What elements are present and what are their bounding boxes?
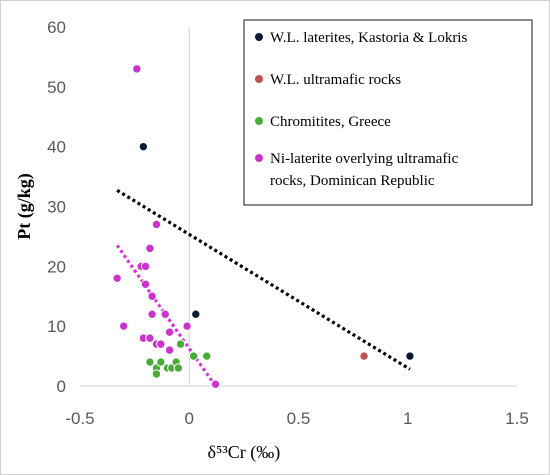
data-point	[140, 261, 151, 272]
y-axis-title: Pt (g/kg)	[14, 173, 35, 240]
series-1	[138, 141, 415, 361]
data-points	[112, 64, 415, 389]
data-point	[132, 64, 142, 74]
legend-marker	[254, 74, 264, 84]
data-point	[138, 141, 149, 152]
series-3	[145, 339, 212, 379]
x-axis-title: δ⁵³Cr (‰)	[208, 442, 281, 463]
legend-marker	[254, 116, 264, 126]
data-point	[173, 363, 184, 373]
data-point	[119, 321, 129, 331]
legend-label: Chromitites, Greece	[270, 114, 391, 130]
y-tick-label: 20	[47, 257, 66, 276]
data-point	[156, 357, 166, 367]
data-point	[182, 321, 192, 331]
data-point	[405, 351, 415, 361]
data-point	[151, 219, 162, 230]
legend-label: W.L. laterites, Kastoria & Lokris	[270, 30, 467, 46]
data-point	[112, 273, 122, 283]
x-tick-label: -0.5	[65, 409, 94, 428]
y-tick-label: 10	[47, 317, 66, 336]
data-point	[359, 351, 369, 361]
legend-marker	[254, 32, 264, 42]
legend: W.L. laterites, Kastoria & Lokris W.L. ul…	[243, 19, 533, 206]
data-point	[145, 333, 155, 343]
data-point	[156, 339, 166, 349]
legend-marker	[254, 153, 264, 163]
x-tick-label: 1.5	[505, 409, 529, 428]
legend-label: Ni-laterite overlying ultramafic rocks, D…	[270, 151, 459, 189]
y-tick-label: 30	[47, 198, 66, 217]
y-tick-label: 0	[57, 377, 66, 396]
legend-label: W.L. ultramafic rocks	[270, 72, 401, 88]
data-point	[164, 345, 175, 355]
series-2	[359, 351, 369, 361]
series-4	[112, 64, 221, 389]
data-point	[140, 279, 151, 289]
y-tick-label: 60	[47, 18, 66, 37]
x-tick-label: 1	[403, 409, 412, 428]
x-tick-label: 0	[185, 409, 194, 428]
data-point	[175, 339, 186, 349]
data-point	[151, 369, 162, 379]
data-point	[210, 379, 221, 389]
data-point	[188, 351, 199, 361]
x-tick-label: 0.5	[287, 409, 311, 428]
data-point	[147, 291, 157, 301]
y-tick-label: 50	[47, 78, 66, 97]
data-point	[160, 309, 170, 319]
data-point	[164, 327, 175, 337]
legend-box	[243, 19, 533, 206]
data-point	[147, 309, 157, 319]
data-point	[145, 243, 155, 254]
data-point	[191, 309, 201, 319]
data-point	[202, 351, 212, 361]
data-point	[145, 357, 155, 367]
y-tick-label: 40	[47, 138, 66, 157]
